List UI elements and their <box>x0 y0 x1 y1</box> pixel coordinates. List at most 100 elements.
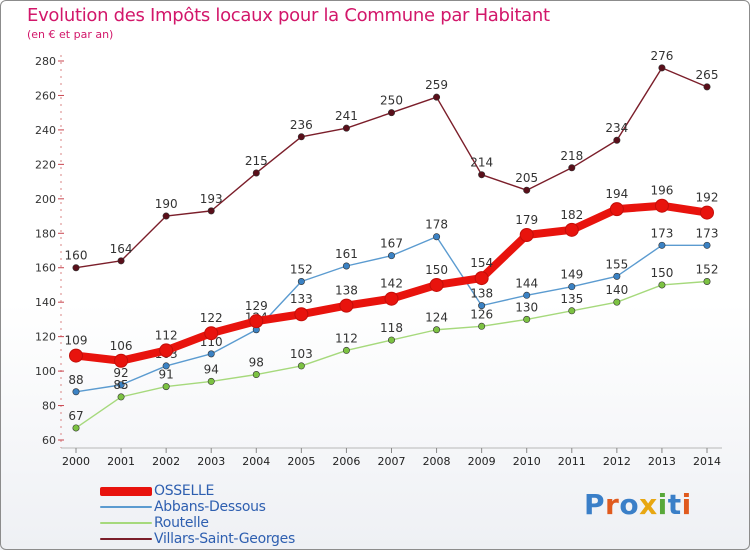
data-point <box>613 272 621 280</box>
data-point <box>297 362 305 370</box>
data-label: 173 <box>650 226 673 240</box>
x-tick-label: 2010 <box>513 455 541 468</box>
legend-label: Routelle <box>154 515 209 531</box>
data-label: 150 <box>650 266 673 280</box>
data-label: 94 <box>204 362 219 376</box>
data-point <box>433 93 441 101</box>
x-tick-label: 2013 <box>648 455 676 468</box>
data-label: 98 <box>249 356 264 370</box>
data-label: 138 <box>335 284 358 298</box>
data-label: 265 <box>696 68 719 82</box>
data-point <box>519 227 534 242</box>
x-tick-label: 2004 <box>242 455 270 468</box>
data-point <box>700 205 714 220</box>
data-point <box>568 164 576 172</box>
data-label: 124 <box>425 311 448 325</box>
legend-swatch <box>100 486 152 496</box>
data-point <box>342 124 350 132</box>
y-tick-label: 260 <box>35 89 56 102</box>
data-label: 215 <box>245 154 268 168</box>
y-tick-label: 240 <box>35 124 56 137</box>
y-tick-label: 60 <box>42 434 56 447</box>
data-label: 178 <box>425 218 448 232</box>
y-tick-label: 160 <box>35 262 56 275</box>
data-label: 205 <box>515 171 538 185</box>
data-point <box>339 298 354 313</box>
data-label: 161 <box>335 247 358 261</box>
data-label: 91 <box>159 368 174 382</box>
data-point <box>387 336 395 344</box>
data-label: 126 <box>470 307 493 321</box>
data-point <box>72 388 80 396</box>
data-label: 122 <box>200 311 223 325</box>
data-point <box>564 222 579 237</box>
data-label: 167 <box>380 237 403 251</box>
legend-item: Villars-Saint-Georges <box>100 531 295 547</box>
x-tick-label: 2005 <box>287 455 315 468</box>
data-label: 218 <box>560 149 583 163</box>
data-point <box>69 348 83 363</box>
data-point <box>162 212 170 220</box>
data-point <box>613 136 621 144</box>
legend-label: Abbans-Dessous <box>154 499 266 515</box>
x-tick-label: 2003 <box>197 455 225 468</box>
data-point <box>297 278 305 286</box>
data-label: 259 <box>425 78 448 92</box>
data-label: 106 <box>110 339 133 353</box>
data-point <box>658 281 666 289</box>
x-tick-label: 2012 <box>603 455 631 468</box>
data-label: 142 <box>380 277 403 291</box>
data-label: 160 <box>65 249 88 263</box>
data-label: 67 <box>68 409 83 423</box>
data-label: 155 <box>605 257 628 271</box>
y-tick-label: 120 <box>35 331 56 344</box>
data-point <box>658 241 666 249</box>
proxiti-logo: Proxiti <box>584 488 692 521</box>
data-label: 193 <box>200 192 223 206</box>
data-label: 112 <box>155 328 178 342</box>
data-point <box>478 302 486 310</box>
logo-letter: t <box>667 488 682 521</box>
chart-subtitle: (en € et par an) <box>27 28 114 41</box>
x-tick-label: 2000 <box>62 455 90 468</box>
data-point <box>568 307 576 315</box>
data-point <box>654 198 669 213</box>
data-label: 144 <box>515 276 538 290</box>
logo-letter: r <box>605 488 620 521</box>
data-label: 196 <box>650 184 673 198</box>
data-point <box>523 186 531 194</box>
data-point <box>387 252 395 260</box>
data-label: 190 <box>155 197 178 211</box>
data-point <box>384 291 399 306</box>
data-label: 234 <box>605 121 628 135</box>
data-point <box>72 424 80 432</box>
logo-letter: i <box>681 488 692 521</box>
data-label: 138 <box>470 287 493 301</box>
data-label: 149 <box>560 268 583 282</box>
data-point <box>207 207 215 215</box>
data-point <box>703 241 711 249</box>
x-tick-label: 2007 <box>378 455 406 468</box>
legend-item: Abbans-Dessous <box>100 499 295 515</box>
logo-letter: i <box>657 488 668 521</box>
data-label: 129 <box>245 299 268 313</box>
x-tick-label: 2009 <box>468 455 496 468</box>
logo-letter: P <box>584 488 606 521</box>
data-label: 192 <box>696 191 719 205</box>
data-label: 173 <box>696 226 719 240</box>
data-label: 92 <box>113 366 128 380</box>
data-point <box>297 133 305 141</box>
data-label: 112 <box>335 331 358 345</box>
data-point <box>207 377 215 385</box>
legend-label: Villars-Saint-Georges <box>154 531 295 547</box>
data-label: 194 <box>605 187 628 201</box>
data-point <box>478 322 486 330</box>
data-point <box>117 257 125 265</box>
data-point <box>117 381 125 389</box>
y-tick-label: 280 <box>35 55 56 68</box>
data-point <box>429 277 444 292</box>
data-point <box>252 169 260 177</box>
data-point <box>204 326 219 341</box>
data-point <box>249 314 264 329</box>
